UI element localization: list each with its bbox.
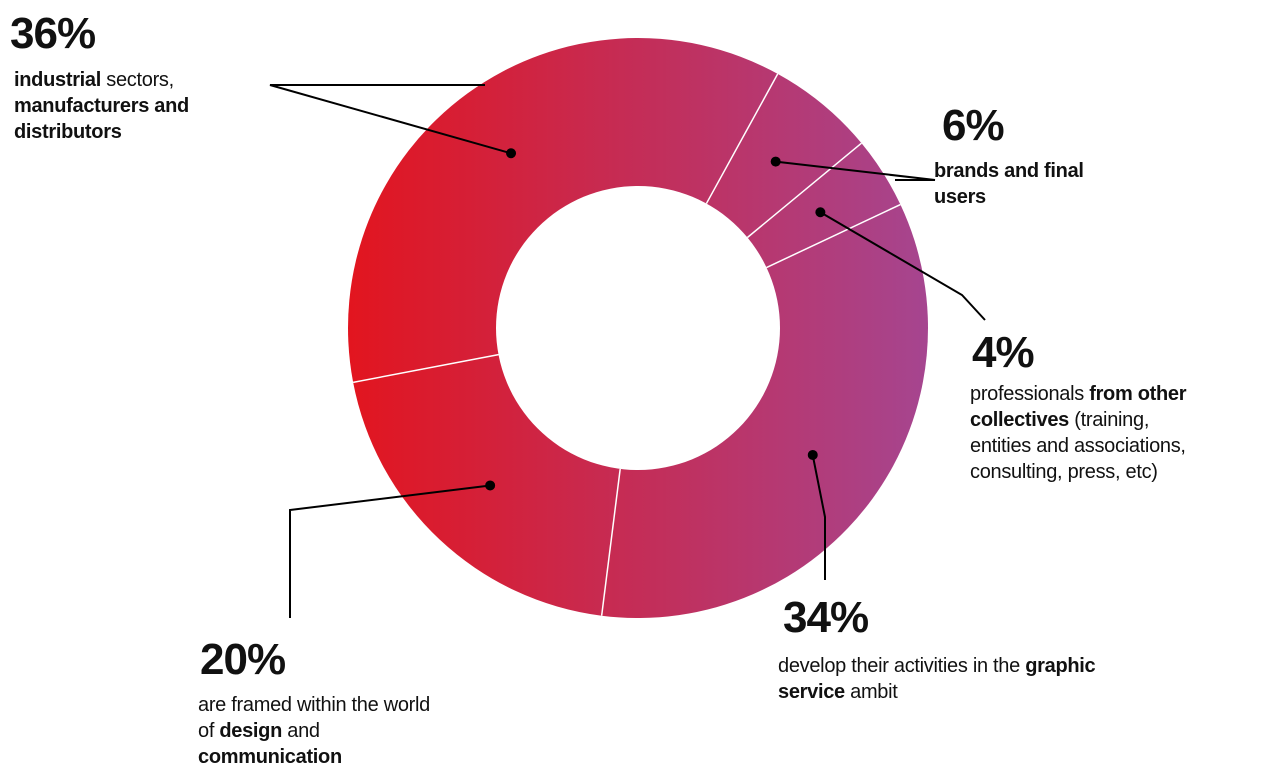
slice-4-text-run: of [198,720,220,742]
slice-3-leader-dot [807,449,818,460]
slice-1-percent: 6% [942,101,1005,150]
slice-4-description: are framed within the world of design and… [198,692,430,770]
slice-0-leader-dot [506,148,517,159]
slice-2-percent: 4% [972,328,1035,377]
slice-0-text-run: sectors, [101,69,174,91]
slice-2-description: professionals from other collectives (tra… [970,381,1187,485]
slice-0-text-run: manufacturers and [14,95,189,117]
slice-1-description: brands and final users [934,158,1084,210]
slice-4-text-run: are framed within the world [198,694,431,716]
slice-1-leader-dot [770,156,781,167]
slice-1-separator [705,73,779,204]
slice-4-text-run: design [219,720,282,742]
slice-4-text-run: communication [198,746,342,768]
slice-3-text-run: develop their activities in the [778,655,1026,677]
slice-4-text-run: and [282,720,320,742]
slice-3-separator [766,203,901,269]
slice-2-leader-dot [815,207,826,218]
slice-2-separator [746,142,862,239]
slice-0-leader-line [269,84,512,155]
slice-2-text-run: entities and associations, [970,435,1186,457]
slice-2-text-run: (training, [1069,409,1150,431]
slice-4-leader-line [289,484,491,618]
slice-2-text-run: consulting, press, etc) [970,461,1158,483]
slice-3-text-run: service [778,681,845,703]
donut-hole [496,186,780,470]
slice-3-leader-line [811,454,826,580]
slice-2-text-run: from other [1089,383,1187,405]
slice-1-leader-line [775,160,936,181]
slice-3-description: develop their activities in the graphic s… [778,653,1096,705]
slice-4-leader-dot [485,480,496,491]
slice-3-text-run: graphic [1025,655,1096,677]
slice-3-text-run: ambit [844,681,898,703]
slice-0-description: industrial sectors, manufacturers and dist… [14,67,189,145]
slice-3-percent: 34% [783,593,869,642]
slice-4-percent: 20% [200,635,286,684]
slice-0-percent: 36% [10,9,96,58]
slice-2-leader-line [819,211,986,321]
slice-2-text-run: collectives [970,409,1069,431]
slice-0-text-run: industrial [14,69,102,91]
slice-4-separator [600,468,621,616]
slice-1-text-run: users [934,186,986,208]
slice-0-separator [352,353,499,384]
slice-1-text-run: brands and final [934,160,1084,182]
slice-0-text-run: distributors [14,121,122,143]
slice-2-text-run: professionals [970,383,1090,405]
